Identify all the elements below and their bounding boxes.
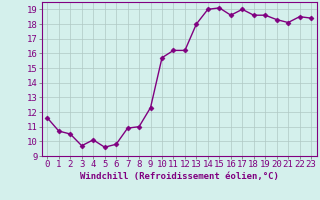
X-axis label: Windchill (Refroidissement éolien,°C): Windchill (Refroidissement éolien,°C) — [80, 172, 279, 181]
